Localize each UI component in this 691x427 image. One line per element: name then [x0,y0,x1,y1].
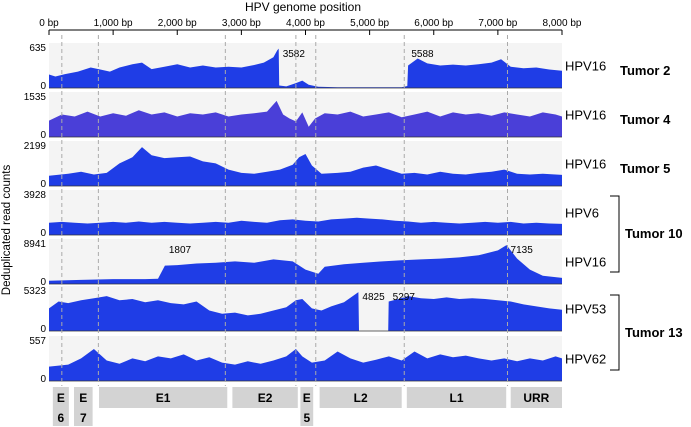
y-max-label: 3928 [24,190,47,201]
gene-label-line2: 7 [80,411,87,425]
gene-label: E2 [258,391,273,405]
tumor-bracket [610,294,620,371]
gene-box-extension [74,408,93,426]
y-max-label: 5323 [24,286,47,297]
gene-box [510,387,562,408]
gene-label: L1 [450,391,464,405]
y-max-label: 8941 [24,239,47,250]
breakpoint-label: 4825 [362,292,385,303]
y-max-label: 2199 [24,141,47,152]
gene-box-extension [300,408,314,426]
gene-label: L2 [354,391,368,405]
gene-label: E [79,391,87,405]
gene-box [300,387,314,408]
breakpoint-label: 7135 [511,245,534,256]
gene-label: E1 [156,391,171,405]
x-tick-label: 2,000 bp [158,18,197,29]
gene-label: E [303,391,311,405]
coverage-area [49,147,562,186]
y-min-label: 0 [40,277,46,288]
x-tick-label: 3,000 bp [222,18,261,29]
tumor-label: Tumor 2 [620,63,670,78]
tumor-bracket [610,195,620,273]
coverage-area [49,48,562,88]
gene-box [406,387,507,408]
gene-label: E [57,391,65,405]
x-tick-label: 8,000 bp [543,18,582,29]
y-min-label: 0 [40,374,46,385]
coverage-track: 5323048255297 [24,286,562,335]
hpv-type-label: HPV16 [565,157,606,172]
coverage-area [49,100,562,137]
coverage-track: 1535 0 [24,92,562,141]
y-min-label: 0 [40,130,46,141]
breakpoint-label: 3582 [283,49,306,60]
x-tick-label: 1,000 bp [94,18,133,29]
y-max-label: 1535 [24,92,47,103]
coverage-area [49,292,562,331]
breakpoint-label: 1807 [169,245,192,256]
hpv-type-label: HPV53 [565,302,606,317]
y-axis-label: Deduplicated read counts [1,165,13,296]
track-labels: HPV16 HPV16 HPV16 HPV6 HPV16 HPV53 HPV62 Tumor … [565,59,683,371]
chart-title: HPV genome position [245,0,361,14]
coverage-track: 2199 0 [24,141,562,190]
coverage-track: 3928 0 [24,190,562,239]
coverage-track: 557 0 [29,336,562,385]
gene-box [99,387,228,408]
gene-box [52,387,69,408]
coverage-area [49,245,562,284]
gene-box [319,387,402,408]
x-tick-label: 7,000 bp [478,18,517,29]
hpv-type-label: HPV16 [565,59,606,74]
x-tick-label: 0 bp [39,18,59,29]
hpv-type-label: HPV16 [565,255,606,270]
gene-box [74,387,93,408]
gene-label: URR [523,391,549,405]
hpv-type-label: HPV16 [565,108,606,123]
breakpoint-label: 5588 [411,49,434,60]
hpv-type-label: HPV62 [565,352,606,367]
tumor-label: Tumor 4 [620,112,671,127]
y-min-label: 0 [40,228,46,239]
coverage-track: 635 0 3582 5588 [29,43,562,92]
y-max-label: 557 [29,336,46,347]
hpv-type-label: HPV6 [565,206,599,221]
y-min-label: 0 [40,324,46,335]
coverage-track: 8941 0 1807 7135 [24,239,562,288]
tumor-label: Tumor 5 [620,161,670,176]
y-min-label: 0 [40,81,46,92]
coverage-area [49,217,562,235]
tumor-label: Tumor 13 [625,325,683,340]
gene-label-line2: 5 [303,411,310,425]
y-min-label: 0 [40,179,46,190]
gene-label-line2: 6 [58,411,65,425]
gene-box [232,387,298,408]
coverage-area [49,349,562,381]
gene-box-extension [52,408,69,426]
x-tick-label: 6,000 bp [414,18,453,29]
gene-boundary-guides [61,35,508,386]
x-tick-label: 4,000 bp [286,18,325,29]
tumor-label: Tumor 10 [625,226,683,241]
x-axis: 0 bp 1,000 bp 2,000 bp 3,000 bp 4,000 bp 5,00… [39,18,582,35]
y-max-label: 635 [29,43,46,54]
x-tick-label: 5,000 bp [350,18,389,29]
